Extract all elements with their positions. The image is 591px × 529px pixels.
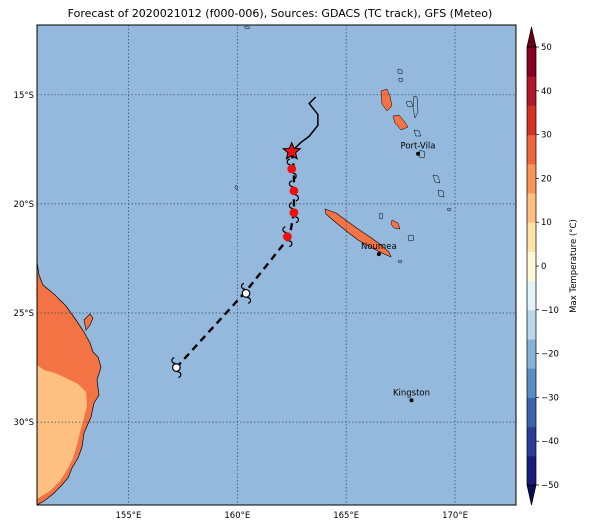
lon-tick-label: 155°E [116,511,142,521]
colorbar-tick-label: −50 [541,481,559,491]
colorbar-title: Max Temperature (°C) [569,219,579,313]
colorbar-segment [527,368,536,398]
vanuatu-island-5 [413,129,422,137]
cyclone-marker-icon [282,226,293,248]
city-label: Noumea [361,242,397,252]
storm-marker-layer [171,141,302,379]
vanuatu-island-2 [392,114,409,131]
colorbar-segment [527,47,536,77]
colorbar-segment [527,397,536,428]
colorbar-tick-label: 10 [541,218,552,228]
islet-2 [397,259,403,264]
lat-tick-label: 30°S [14,418,34,428]
graticule [37,25,516,505]
australia-cape-detail [83,313,94,331]
lon-tick-label: 160°E [224,511,250,521]
colorbar-segment [527,193,536,223]
colorbar-tick-label: −40 [541,437,559,447]
colorbar-tick-label: 30 [541,131,552,141]
city-label: Kingston [393,388,430,398]
colorbar-segment [527,455,536,486]
colorbar-segment [527,222,536,252]
colorbar-segment [527,339,536,369]
colorbar: 50 40 30 20 10 0 −10 −20 −30 −40 −50 Max Temperatur… [526,26,579,506]
cyclone-marker-icon [288,202,300,224]
colorbar-segment [527,76,536,106]
loyalty-island-1 [390,219,401,230]
observed-track-line [291,96,319,153]
vanuatu-island-9 [397,68,403,75]
colorbar-segment [527,163,536,194]
islet-4 [243,25,251,30]
colorbar-tick-label: −10 [541,306,559,316]
colorbar-tick-label: 0 [541,262,546,272]
colorbar-segment [527,426,536,457]
cyclone-marker-icon [286,158,297,180]
colorbar-tick-label: −20 [541,350,559,360]
city-dot [376,252,381,257]
city-dot [416,151,421,156]
map-frame [36,24,517,506]
new-caledonia-land [324,208,392,258]
ocean-background [37,25,516,505]
vanuatu-island-4 [412,95,419,119]
current-position-star-icon [281,141,302,160]
colorbar-segment [527,105,536,136]
colorbar-min-extension [526,484,537,506]
vanuatu-island-10 [398,77,404,83]
city-dot [409,398,414,403]
colorbar-segment [527,134,536,165]
australia-land-cool [37,365,87,499]
islet-1 [446,207,452,212]
loyalty-island-2 [407,234,415,242]
cyclone-marker-icon [171,356,182,379]
chart-title: Forecast of 2020021012 (f000-006), Sourc… [67,7,493,20]
land-layer [37,25,452,505]
lat-tick-label: 15°S [14,91,34,101]
colorbar-tick-label: 20 [541,174,552,184]
lon-tick-label: 165°E [333,511,359,521]
colorbar-segment [527,280,536,311]
colorbar-segment [527,251,536,282]
colorbar-tick-label: 40 [541,87,552,97]
colorbar-tick-label: 50 [541,43,552,53]
city-label: Port-Vila [401,142,436,152]
lat-tick-label: 20°S [14,200,34,210]
city-layer: Port-Vila Noumea Kingston [361,142,436,403]
loyalty-island-3 [378,212,384,220]
lat-tick-label: 25°S [14,309,34,319]
colorbar-max-extension [526,26,537,48]
colorbar-tick-label: −30 [541,393,559,403]
vanuatu-island-8 [437,189,445,198]
axis-tick-labels: 155°E 160°E 165°E 170°E 15°S 20°S 25°S 30°S [14,91,468,521]
vanuatu-island-7 [432,174,441,184]
cyclone-marker-icon [240,282,252,304]
colorbar-segment [527,309,536,340]
lon-tick-label: 170°E [442,511,468,521]
cyclone-marker-icon [288,180,300,202]
